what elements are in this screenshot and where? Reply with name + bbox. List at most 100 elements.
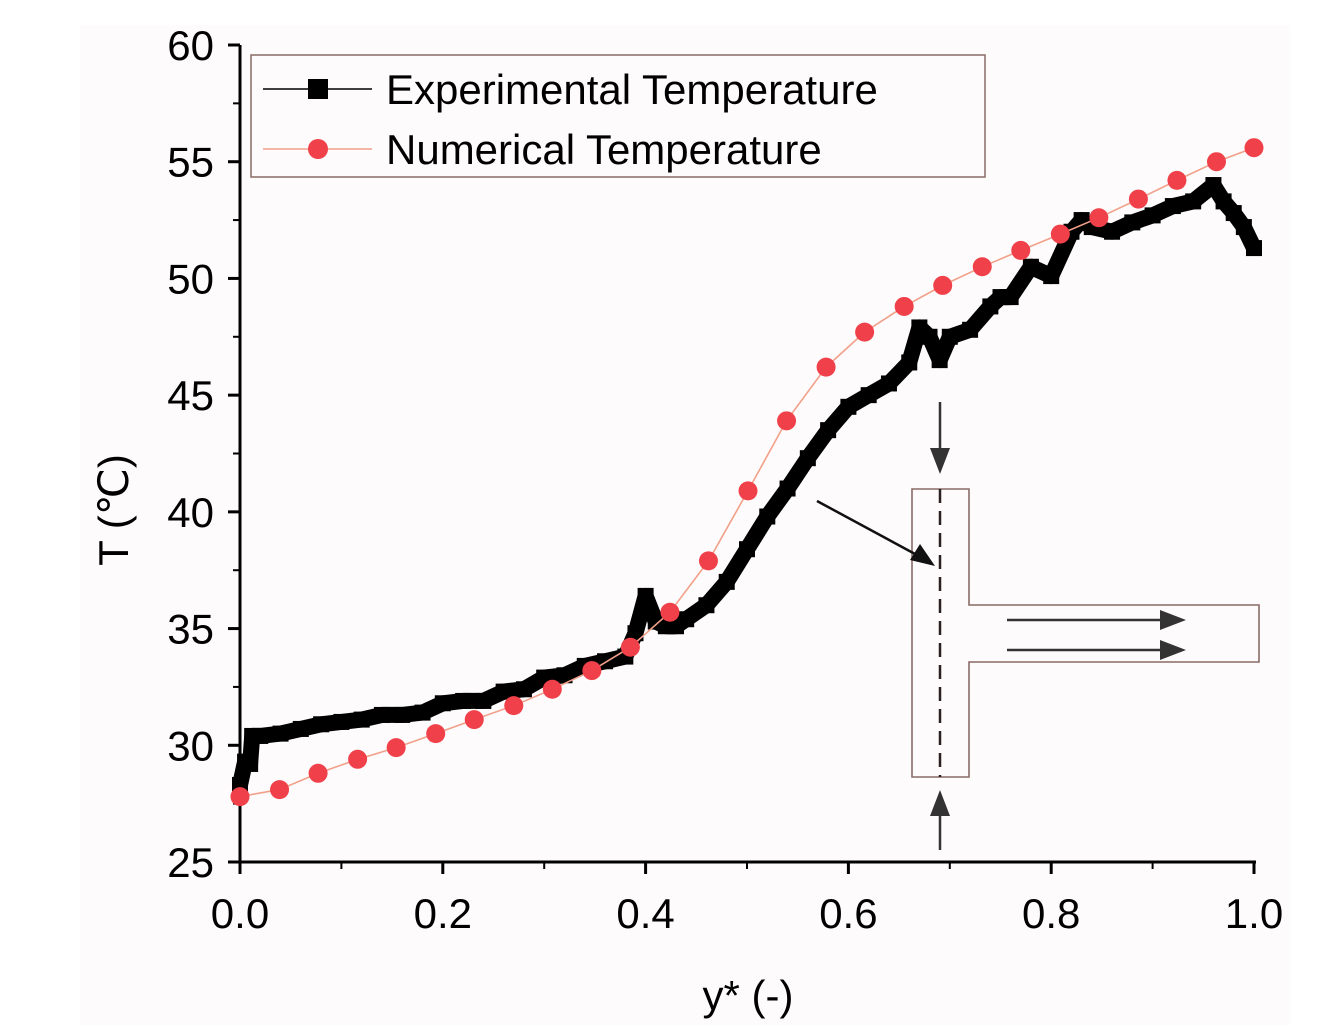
x-axis-title: y* (-) [703, 972, 794, 1019]
experimental-point [860, 387, 877, 404]
numerical-point [1128, 189, 1148, 209]
experimental-point [637, 587, 654, 604]
numerical-point [1050, 224, 1070, 244]
numerical-point [894, 296, 914, 316]
inlet-arrowhead-bottom [930, 790, 950, 816]
numerical-point [620, 637, 640, 657]
x-tick-label: 0.8 [1022, 890, 1080, 937]
t-channel-outline [911, 488, 1260, 778]
y-tick-label: 35 [167, 606, 214, 653]
experimental-point [556, 667, 573, 684]
series-numerical [230, 138, 1264, 807]
y-axis-title: T (℃) [90, 454, 137, 566]
numerical-point [738, 481, 758, 501]
experimental-point [627, 625, 644, 642]
experimental-point [921, 328, 938, 345]
experimental-point [678, 611, 695, 628]
experimental-point [313, 716, 330, 733]
experimental-point [414, 704, 431, 721]
experimental-point [799, 450, 816, 467]
experimental-point [1235, 219, 1252, 236]
pointer-arrow [816, 499, 929, 563]
numerical-point [308, 763, 328, 783]
experimental-point [1043, 268, 1060, 285]
x-ticks: 0.0 0.2 0.4 0.6 0.8 1.0 [211, 862, 1283, 937]
outlet-arrowhead-2 [1160, 640, 1186, 660]
numerical-point [698, 551, 718, 571]
inlet-arrowhead-top [930, 448, 950, 474]
numerical-point [542, 679, 562, 699]
experimental-point [495, 683, 512, 700]
experimental-point [840, 398, 857, 415]
numerical-point [972, 257, 992, 277]
experimental-point [820, 422, 837, 439]
x-tick-label: 0.2 [414, 890, 472, 937]
experimental-point [1144, 207, 1161, 224]
plot-background [80, 25, 1290, 1025]
experimental-point [759, 508, 776, 525]
experimental-point [880, 375, 897, 392]
numerical-point [426, 724, 446, 744]
numerical-point [855, 322, 875, 342]
experimental-point [1002, 289, 1019, 306]
experimental-point [779, 480, 796, 497]
experimental-point [1022, 258, 1039, 275]
experimental-point [1124, 214, 1141, 231]
numerical-point [270, 780, 290, 800]
experimental-point [901, 354, 918, 371]
experimental-point [272, 725, 289, 742]
experimental-point [962, 321, 979, 338]
experimental-point [353, 711, 370, 728]
experimental-point [698, 597, 715, 614]
numerical-point [933, 275, 953, 295]
experimental-point [333, 713, 350, 730]
experimental-point [1104, 223, 1121, 240]
experimental-point [515, 681, 532, 698]
experimental-point [931, 352, 948, 369]
y-tick-label: 25 [167, 839, 214, 886]
experimental-point [455, 692, 472, 709]
inset-schematic [816, 402, 1260, 850]
experimental-point [941, 328, 958, 345]
y-tick-label: 45 [167, 372, 214, 419]
y-ticks: 25 30 35 40 45 50 55 60 [167, 22, 240, 886]
legend: Experimental Temperature Numerical Tempe… [250, 54, 986, 178]
numerical-point [230, 787, 250, 807]
experimental-point [475, 692, 492, 709]
experimental-point [434, 695, 451, 712]
experimental-point [373, 706, 390, 723]
legend-label-numerical: Numerical Temperature [386, 126, 822, 173]
experimental-point [739, 541, 755, 558]
legend-marker-numerical [308, 139, 328, 159]
numerical-point [504, 696, 524, 716]
experimental-point [1246, 240, 1262, 257]
y-tick-label: 40 [167, 489, 214, 536]
x-tick-label: 0.0 [211, 890, 269, 937]
numerical-point [464, 710, 484, 730]
experimental-point [292, 720, 309, 737]
experimental-point [718, 573, 735, 590]
experimental-point [394, 706, 411, 723]
y-tick-label: 30 [167, 722, 214, 769]
numerical-point [816, 357, 836, 377]
pointer-arrowhead [910, 544, 935, 566]
legend-label-experimental: Experimental Temperature [386, 66, 878, 113]
numerical-point [777, 411, 797, 431]
numerical-point [660, 602, 680, 622]
legend-box [250, 54, 986, 178]
numerical-point [582, 661, 602, 681]
legend-marker-experimental [308, 79, 328, 99]
numerical-point [386, 738, 406, 758]
x-tick-label: 0.6 [819, 890, 877, 937]
numerical-point [1089, 208, 1109, 228]
y-tick-label: 55 [167, 139, 214, 186]
numerical-point [1244, 138, 1264, 158]
experimental-point [1225, 205, 1242, 222]
experimental-point [1185, 193, 1202, 210]
experimental-point [1164, 198, 1181, 215]
y-tick-label: 60 [167, 22, 214, 69]
numerical-point [1206, 152, 1226, 172]
experimental-point [1205, 177, 1222, 194]
x-tick-label: 1.0 [1225, 890, 1283, 937]
